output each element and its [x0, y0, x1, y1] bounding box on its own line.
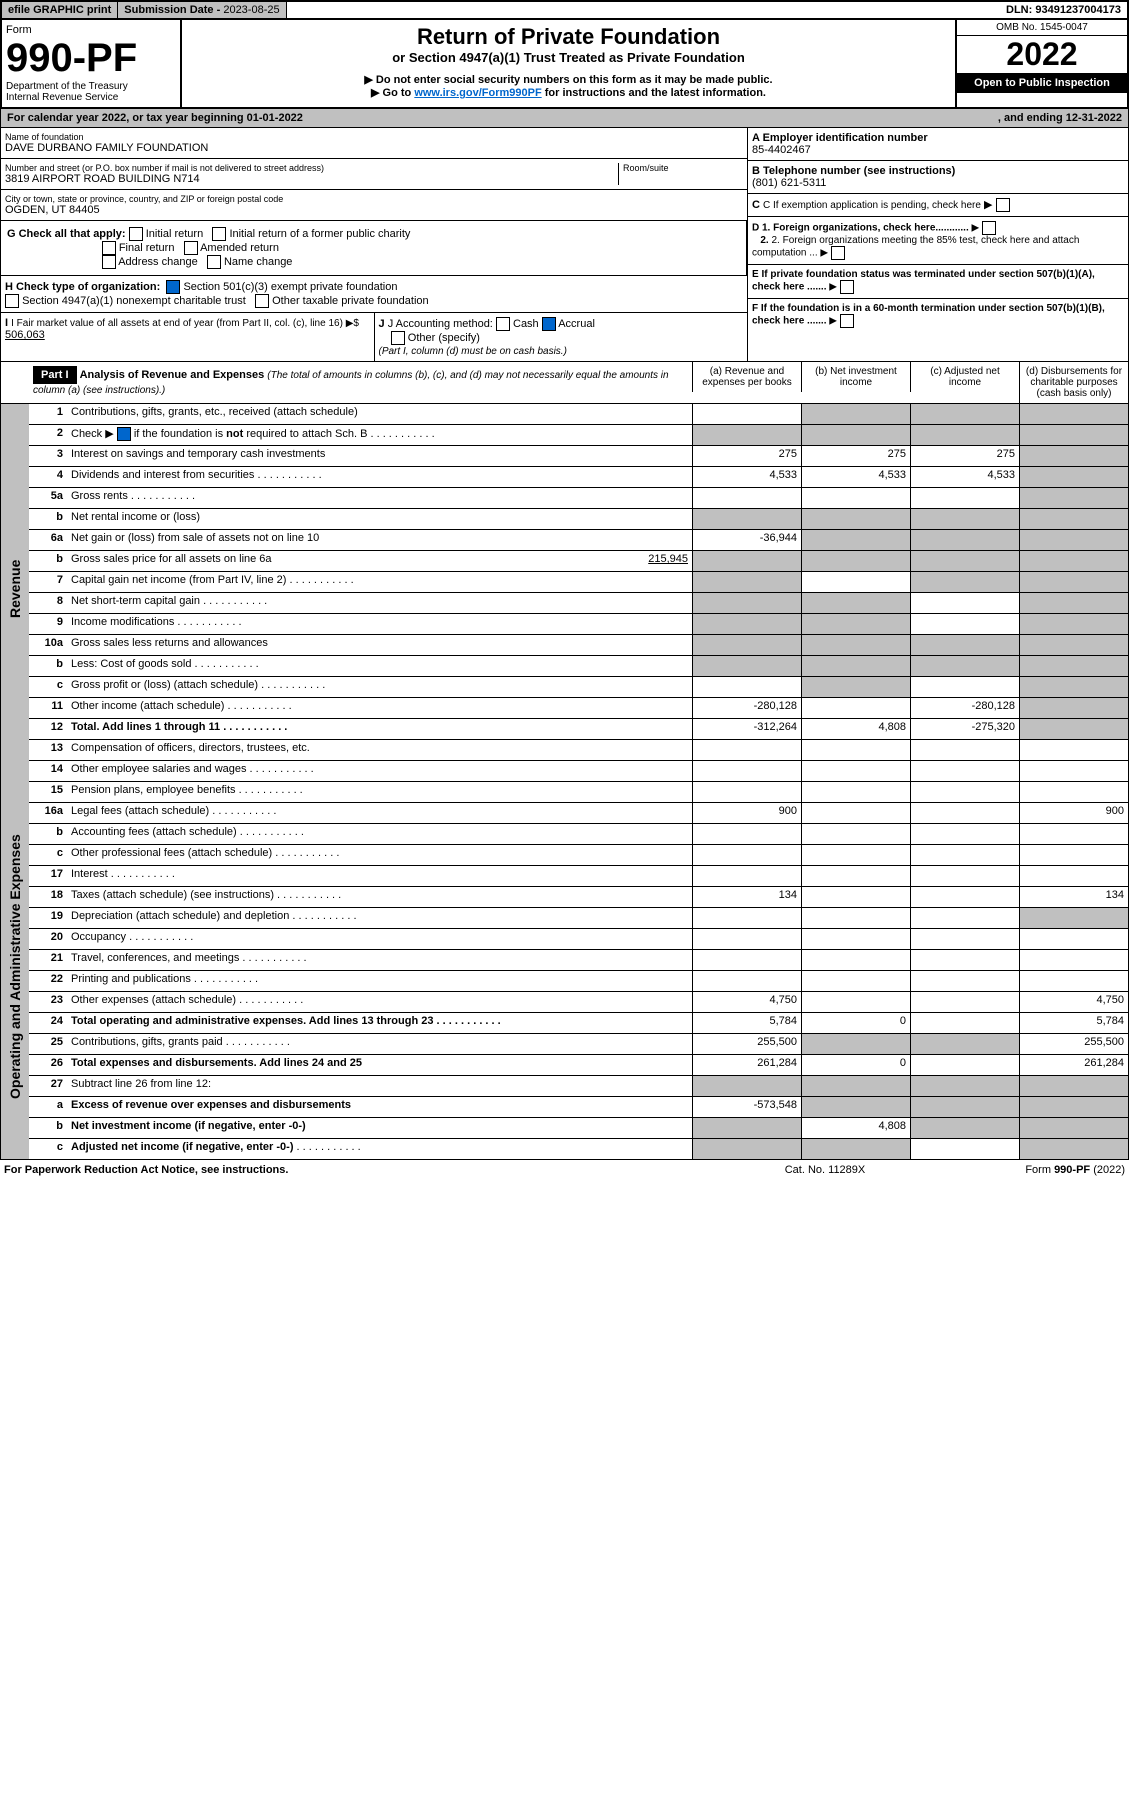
footer: For Paperwork Reduction Act Notice, see …: [0, 1160, 1129, 1180]
phone-value: (801) 621-5311: [752, 177, 826, 189]
ssn-warning: ▶ Do not enter social security numbers o…: [186, 73, 951, 86]
calendar-year-row: For calendar year 2022, or tax year begi…: [0, 109, 1129, 128]
initial-return-check[interactable]: [129, 227, 143, 241]
col-a: (a) Revenue and expenses per books: [692, 362, 801, 392]
part1-header: Part I Analysis of Revenue and Expenses …: [0, 362, 1129, 404]
cash-check[interactable]: [496, 317, 510, 331]
other-method-check[interactable]: [391, 331, 405, 345]
ein-label: A Employer identification number: [752, 132, 928, 144]
h-section: H Check type of organization: Section 50…: [1, 276, 747, 313]
efile-label[interactable]: efile GRAPHIC print: [2, 2, 118, 18]
submission-date: Submission Date - 2023-08-25: [118, 2, 286, 18]
irs-url[interactable]: www.irs.gov/Form990PF: [414, 87, 541, 99]
col-b: (b) Net investment income: [801, 362, 910, 392]
open-inspection: Open to Public Inspection: [957, 73, 1127, 93]
entity-block: Name of foundation DAVE DURBANO FAMILY F…: [0, 128, 1129, 362]
expenses-side: Operating and Administrative Expenses: [1, 774, 29, 1159]
e-terminated: E If private foundation status was termi…: [748, 265, 1128, 299]
name-label: Name of foundation: [5, 132, 743, 142]
d-foreign: D 1. Foreign organizations, check here..…: [748, 217, 1128, 265]
form-number: 990-PF: [6, 36, 176, 81]
revenue-side: Revenue: [1, 404, 29, 774]
form-subtitle: or Section 4947(a)(1) Trust Treated as P…: [186, 50, 951, 65]
accrual-check[interactable]: [542, 317, 556, 331]
address-change-check[interactable]: [102, 255, 116, 269]
c-exemption: C C If exemption application is pending,…: [748, 194, 1128, 217]
form-label: Form: [6, 24, 176, 36]
omb-number: OMB No. 1545-0047: [957, 20, 1127, 36]
addr-label: Number and street (or P.O. box number if…: [5, 163, 618, 173]
501c3-check[interactable]: [166, 280, 180, 294]
schb-check[interactable]: [117, 427, 131, 441]
phone-label: B Telephone number (see instructions): [752, 165, 955, 177]
col-d: (d) Disbursements for charitable purpose…: [1019, 362, 1128, 403]
col-c: (c) Adjusted net income: [910, 362, 1019, 392]
i-fmv: I I Fair market value of all assets at e…: [1, 313, 375, 361]
cat-no: Cat. No. 11289X: [725, 1164, 925, 1176]
name-change-check[interactable]: [207, 255, 221, 269]
amended-check[interactable]: [184, 241, 198, 255]
g-check-section: G Check all that apply: Initial return I…: [1, 221, 747, 275]
city-label: City or town, state or province, country…: [5, 194, 743, 204]
part1-table: Revenue Operating and Administrative Exp…: [0, 404, 1129, 1160]
tax-year: 2022: [957, 36, 1127, 73]
paperwork-notice: For Paperwork Reduction Act Notice, see …: [4, 1164, 725, 1176]
j-accounting: J J Accounting method: Cash Accrual Othe…: [375, 313, 748, 361]
form-title: Return of Private Foundation: [186, 24, 951, 50]
form-header: Form 990-PF Department of the Treasury I…: [0, 20, 1129, 109]
address: 3819 AIRPORT ROAD BUILDING N714: [5, 173, 618, 185]
goto-link: ▶ Go to www.irs.gov/Form990PF for instru…: [186, 86, 951, 99]
final-return-check[interactable]: [102, 241, 116, 255]
initial-public-check[interactable]: [212, 227, 226, 241]
other-taxable-check[interactable]: [255, 294, 269, 308]
ein-value: 85-4402467: [752, 144, 811, 156]
city: OGDEN, UT 84405: [5, 204, 743, 216]
4947-check[interactable]: [5, 294, 19, 308]
form-ref: Form 990-PF (2022): [925, 1164, 1125, 1176]
part1-badge: Part I: [33, 366, 77, 384]
irs: Internal Revenue Service: [6, 92, 176, 103]
f-60month: F If the foundation is in a 60-month ter…: [748, 299, 1128, 332]
dln: DLN: 93491237004173: [1000, 2, 1127, 18]
dept: Department of the Treasury: [6, 81, 176, 92]
room-label: Room/suite: [618, 163, 743, 185]
top-header: efile GRAPHIC print Submission Date - 20…: [0, 0, 1129, 20]
foundation-name: DAVE DURBANO FAMILY FOUNDATION: [5, 142, 743, 154]
